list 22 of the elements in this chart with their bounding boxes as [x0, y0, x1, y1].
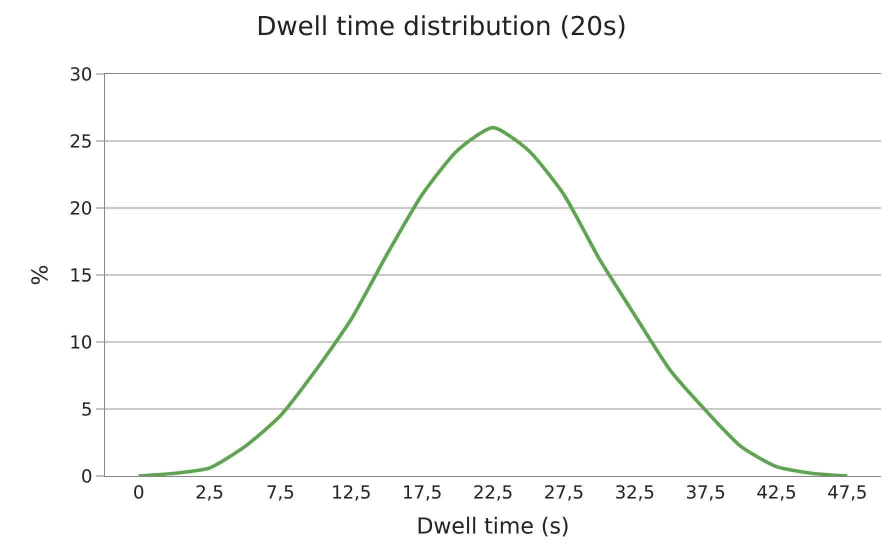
y-tick-label: 20	[69, 198, 92, 220]
x-tick-label: 37,5	[686, 482, 726, 504]
x-tick-label: 27,5	[544, 482, 584, 504]
y-tick-label: 25	[69, 131, 92, 152]
x-tick-label: 32,5	[614, 482, 655, 504]
x-tick-label: 17,5	[402, 482, 442, 504]
y-tick-label: 5	[80, 399, 92, 420]
x-tick-label: 47,5	[827, 482, 868, 504]
x-tick-label: 2,5	[195, 482, 224, 504]
y-tick-label: 30	[69, 64, 92, 86]
line-series	[136, 126, 850, 476]
x-tick-label: 22,5	[472, 482, 514, 504]
y-tick-label: 0	[80, 466, 92, 488]
x-tick-label: 42,5	[756, 482, 797, 504]
x-axis-title: Dwell time (s)	[416, 514, 570, 540]
chart-title: Dwell time distribution (20s)	[256, 12, 627, 42]
x-tick-label: 12,5	[331, 482, 372, 504]
x-tick-label: 7,5	[266, 482, 295, 504]
x-tick-label: 0	[132, 482, 144, 504]
y-tick-label: 15	[69, 265, 92, 286]
y-axis-title: %	[28, 264, 54, 286]
y-tick-label: 10	[69, 332, 92, 354]
